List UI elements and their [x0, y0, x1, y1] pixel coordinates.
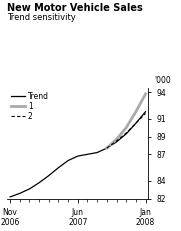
- Text: '000: '000: [154, 76, 171, 85]
- Legend: Trend, 1, 2: Trend, 1, 2: [11, 92, 49, 121]
- Text: New Motor Vehicle Sales: New Motor Vehicle Sales: [7, 3, 143, 13]
- Text: Trend sensitivity: Trend sensitivity: [7, 13, 76, 22]
